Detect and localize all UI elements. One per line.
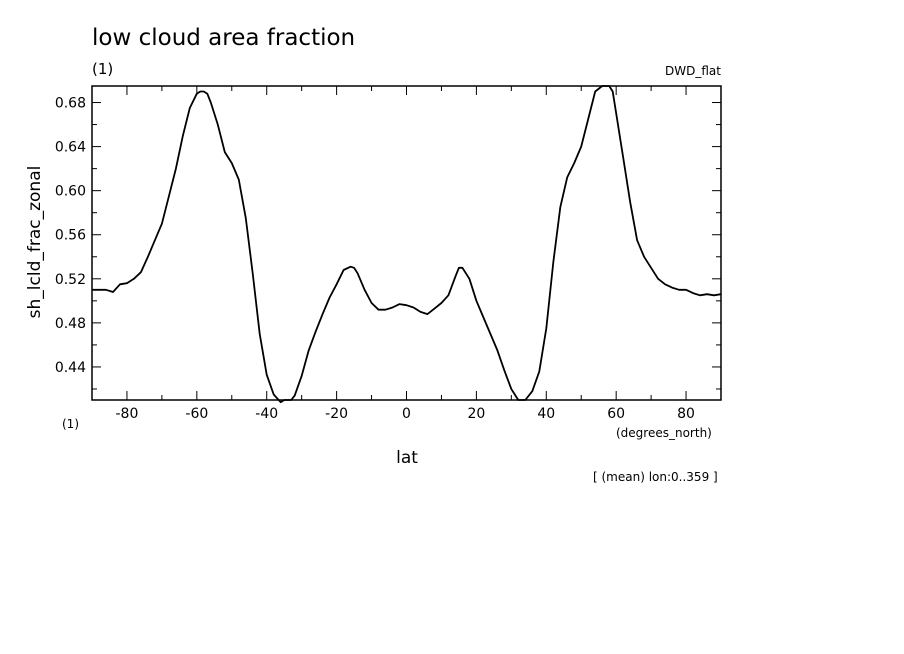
y-axis-label: sh_lcld_frac_zonal	[25, 166, 45, 319]
footnote: [ (mean) lon:0..359 ]	[593, 470, 718, 484]
x-axis-label: lat	[396, 448, 418, 468]
x-tick-label: -80	[116, 406, 139, 422]
x-tick-label: 40	[537, 406, 555, 422]
y-tick-label: 0.56	[55, 228, 86, 244]
y-tick-label: 0.48	[55, 316, 86, 332]
x-tick-label: 20	[467, 406, 485, 422]
x-tick-label: 80	[677, 406, 695, 422]
y-tick-label: 0.64	[55, 140, 86, 156]
y-tick-label: 0.44	[55, 360, 86, 376]
y-units-label: (1)	[62, 417, 79, 431]
y-tick-label: 0.60	[55, 184, 86, 200]
y-tick-label: 0.52	[55, 272, 86, 288]
x-tick-label: -60	[185, 406, 208, 422]
x-units-label: (degrees_north)	[616, 426, 712, 440]
y-tick-label: 0.68	[55, 96, 86, 112]
model-label: DWD_flat	[665, 64, 721, 78]
x-tick-label: -40	[255, 406, 278, 422]
x-tick-label: 60	[607, 406, 625, 422]
x-tick-label: 0	[402, 406, 411, 422]
chart-title: low cloud area fraction	[92, 25, 355, 51]
x-tick-label: -20	[325, 406, 348, 422]
units-label: (1)	[92, 60, 113, 78]
